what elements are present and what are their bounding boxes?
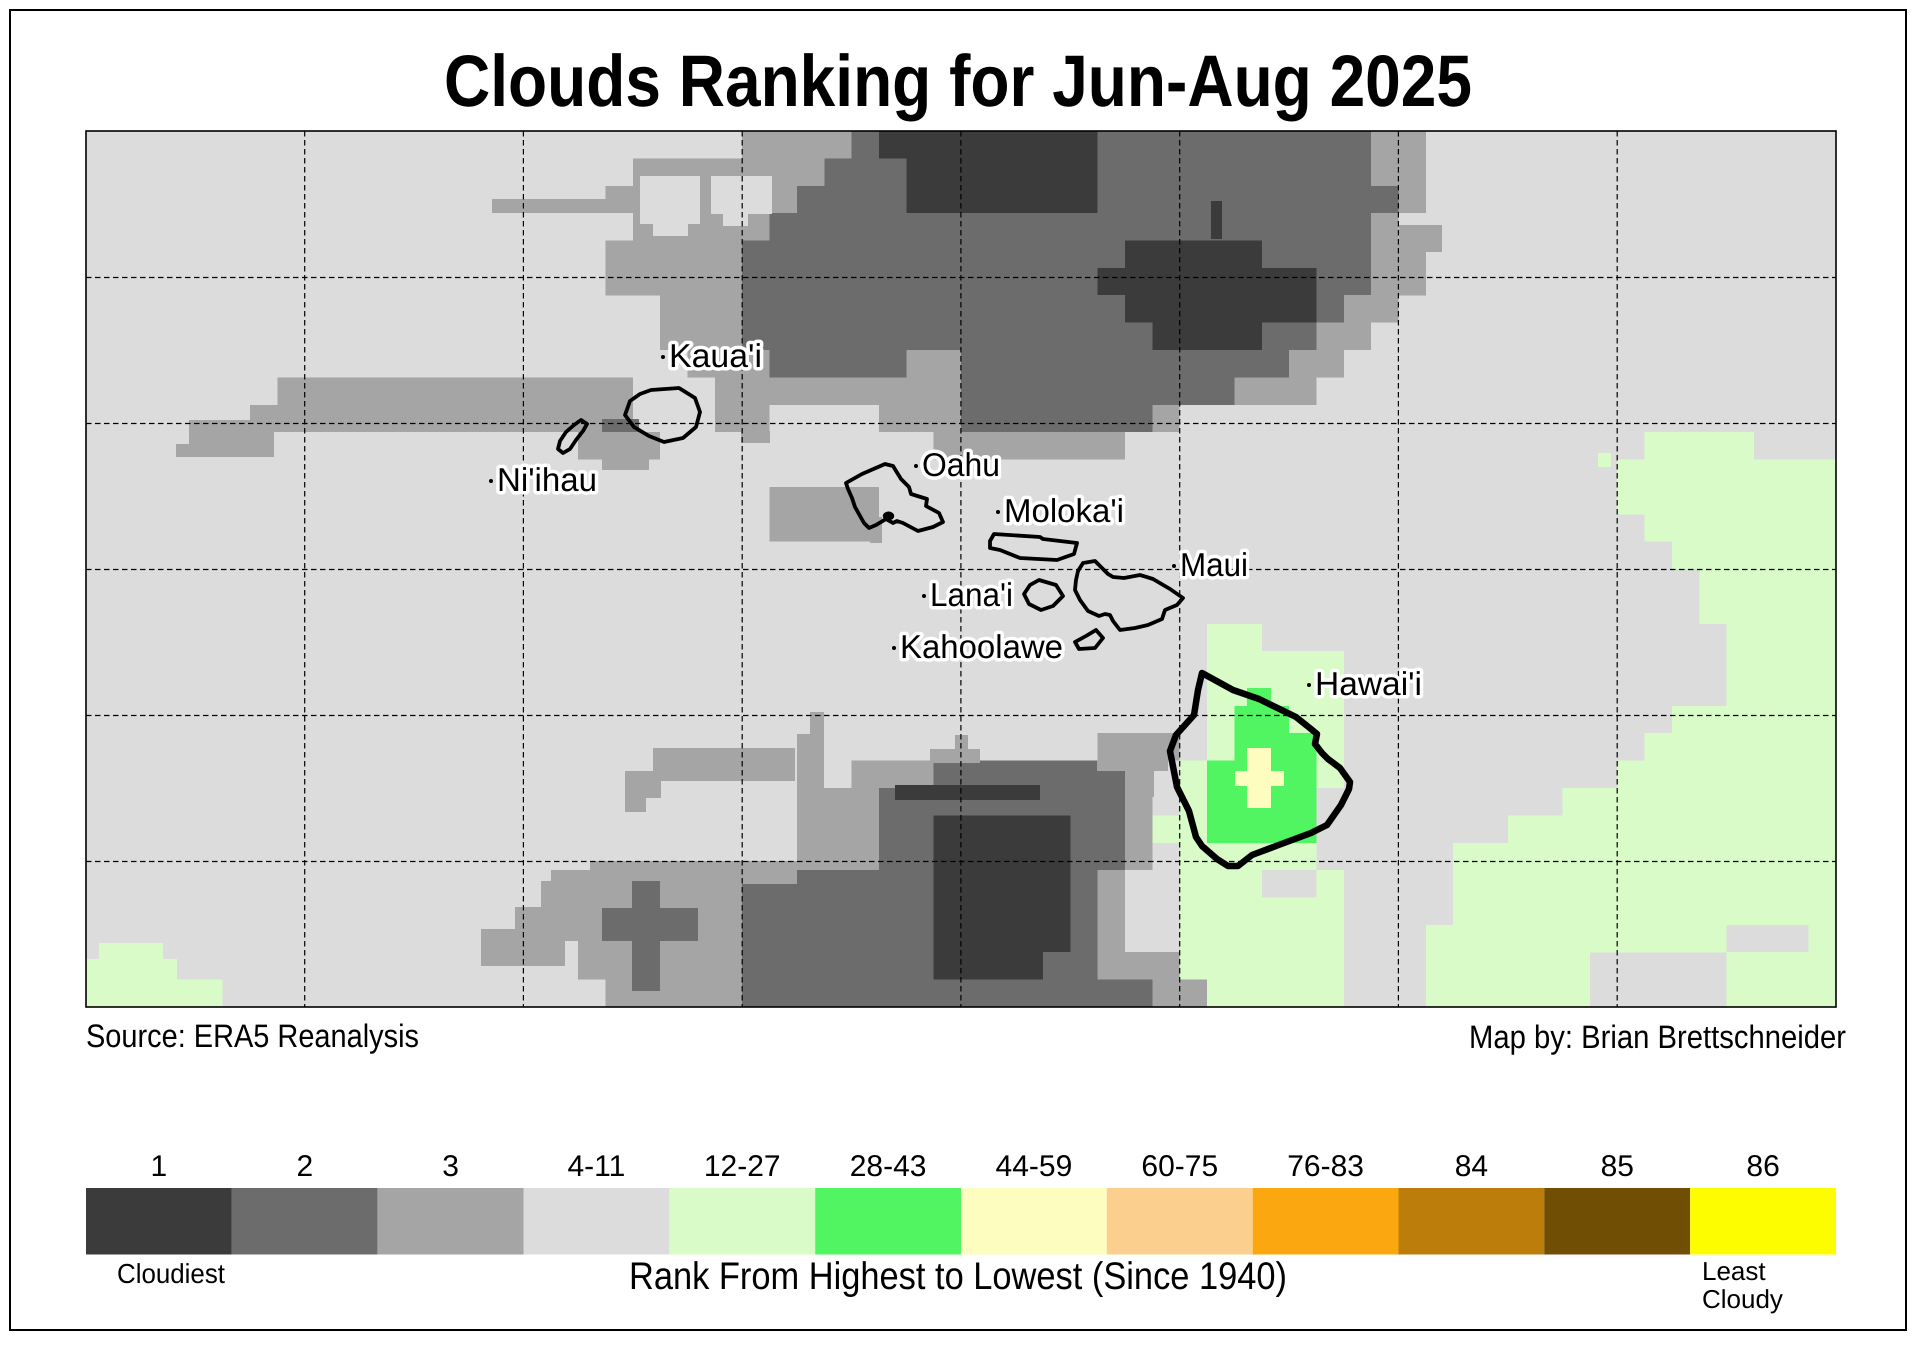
svg-text:12-27: 12-27: [704, 1150, 781, 1183]
svg-text:76-83: 76-83: [1287, 1150, 1364, 1183]
svg-text:3: 3: [442, 1150, 459, 1183]
svg-text:84: 84: [1455, 1150, 1488, 1183]
svg-text:Rank From Highest to Lowest (S: Rank From Highest to Lowest (Since 1940): [629, 1255, 1287, 1298]
svg-text:Source: ERA5 Reanalysis: Source: ERA5 Reanalysis: [86, 1018, 419, 1054]
svg-text:85: 85: [1601, 1150, 1634, 1183]
svg-text:Cloudiest: Cloudiest: [117, 1258, 225, 1289]
svg-text:1: 1: [151, 1150, 168, 1183]
svg-text:Ni'ihau: Ni'ihau: [497, 461, 597, 498]
svg-text:4-11: 4-11: [567, 1150, 625, 1183]
svg-text:44-59: 44-59: [996, 1150, 1073, 1183]
svg-text:Kaua'i: Kaua'i: [669, 337, 762, 374]
svg-text:28-43: 28-43: [850, 1150, 927, 1183]
svg-text:Moloka'i: Moloka'i: [1004, 492, 1124, 529]
svg-text:Cloudy: Cloudy: [1702, 1284, 1783, 1314]
svg-text:Map by: Brian Brettschneider: Map by: Brian Brettschneider: [1469, 1019, 1846, 1055]
svg-text:Clouds Ranking for Jun-Aug 202: Clouds Ranking for Jun-Aug 2025: [444, 41, 1472, 122]
svg-text:Lana'i: Lana'i: [930, 576, 1013, 613]
svg-text:Maui: Maui: [1180, 546, 1248, 583]
svg-text:Oahu: Oahu: [922, 446, 1000, 483]
svg-text:Kahoolawe: Kahoolawe: [900, 628, 1063, 665]
svg-text:86: 86: [1746, 1150, 1779, 1183]
svg-text:2: 2: [296, 1150, 313, 1183]
svg-text:60-75: 60-75: [1141, 1150, 1218, 1183]
svg-text:Least: Least: [1702, 1256, 1766, 1286]
svg-text:Hawai'i: Hawai'i: [1315, 665, 1422, 702]
